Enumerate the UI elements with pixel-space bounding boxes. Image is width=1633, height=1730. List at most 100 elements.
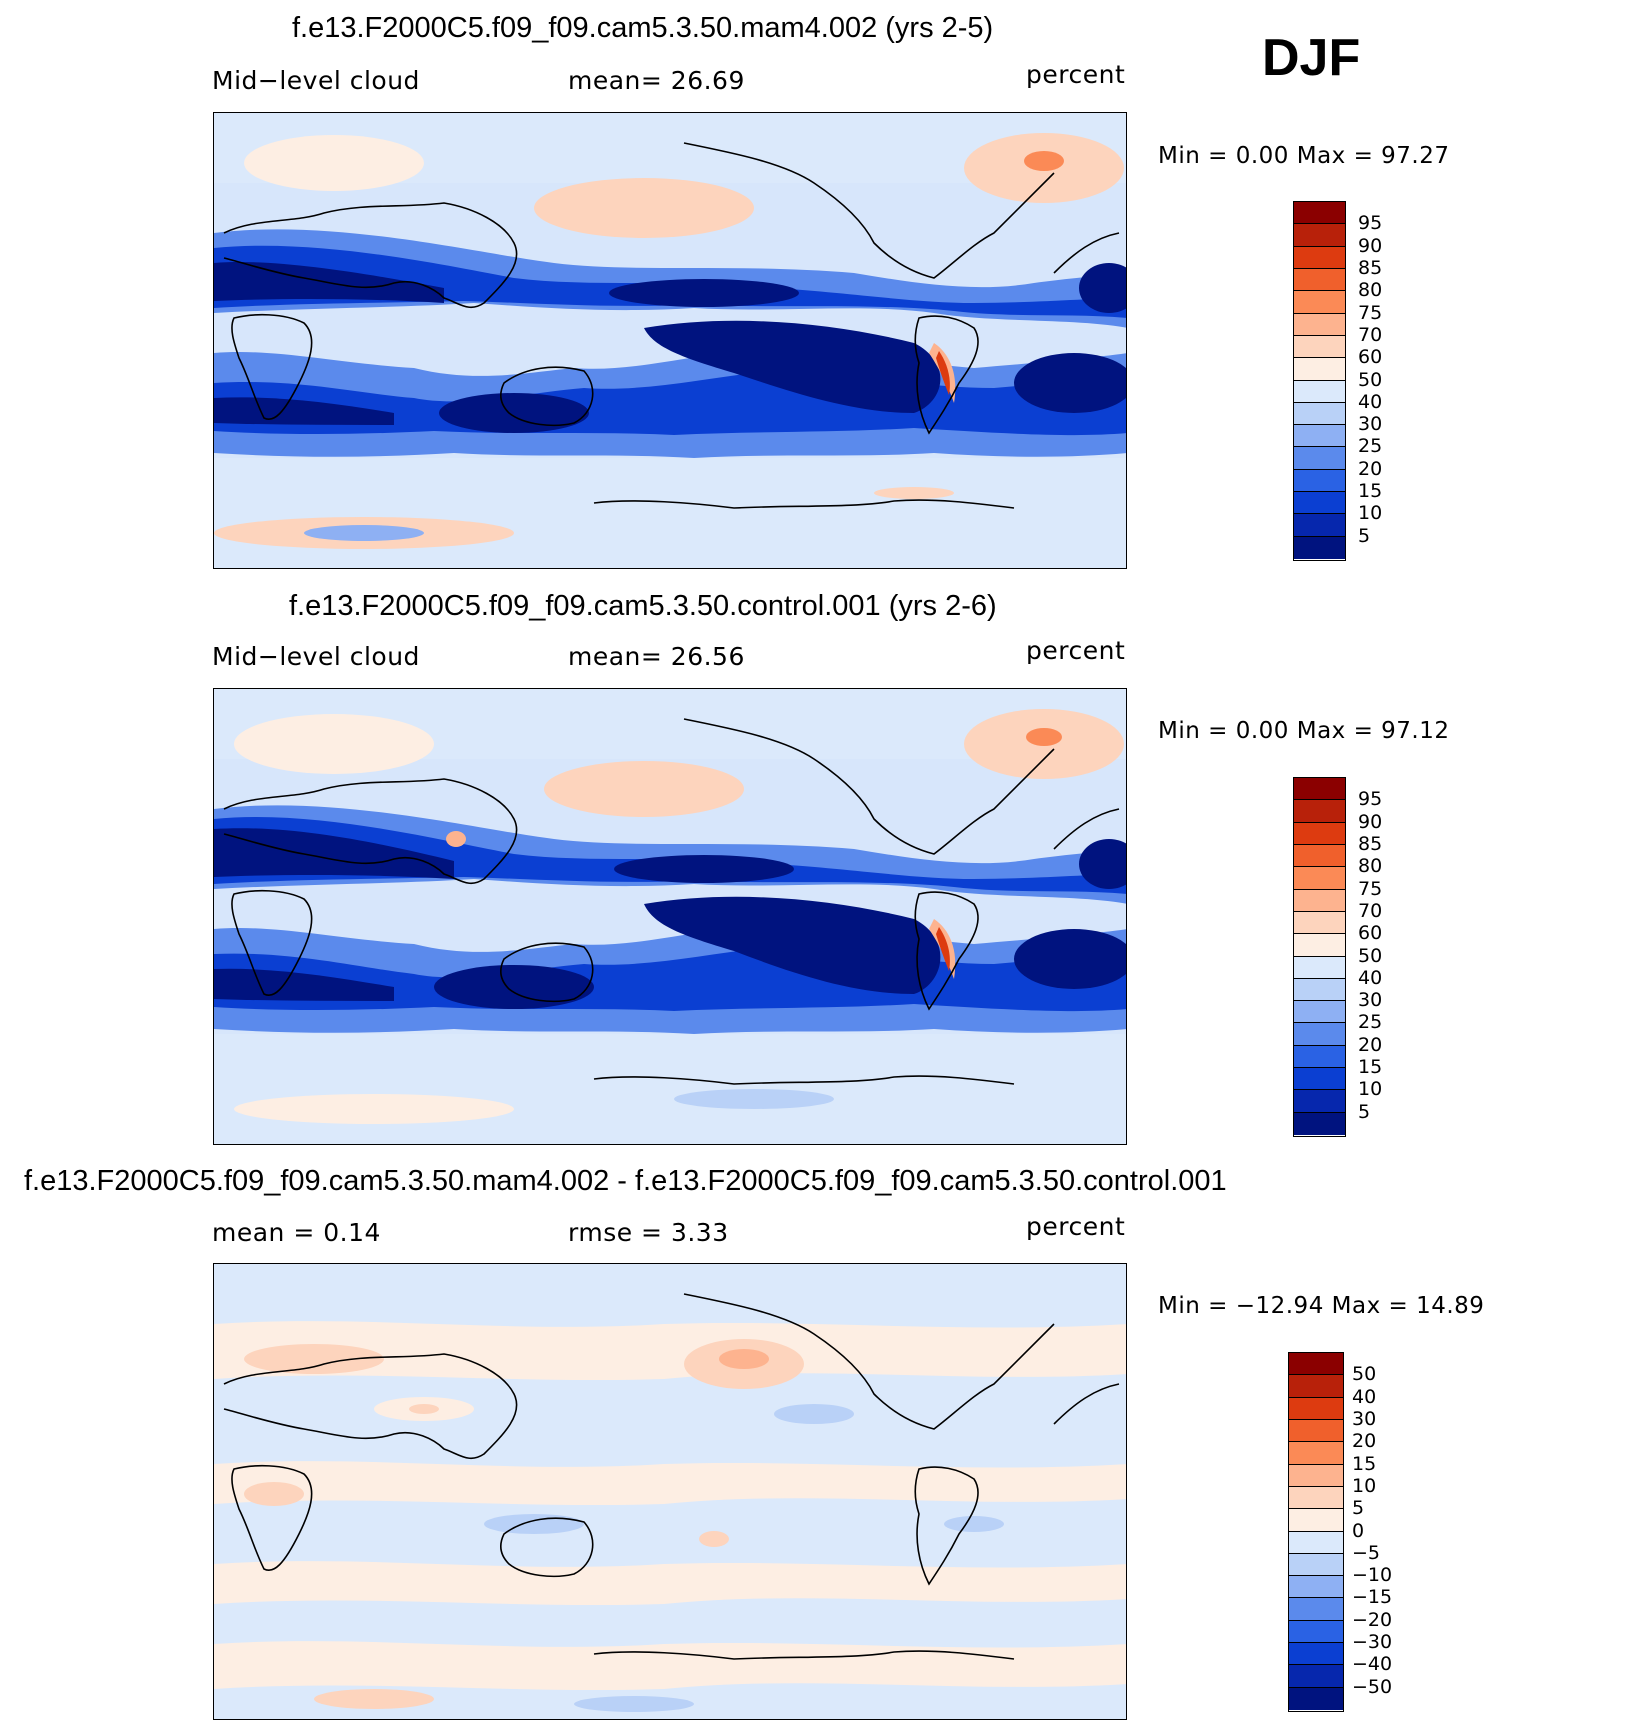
colorbar-swatch xyxy=(1294,867,1345,890)
colorbar-swatch xyxy=(1294,224,1345,247)
colorbar-swatch xyxy=(1289,1687,1343,1710)
colorbar-tick-label: 80 xyxy=(1358,855,1383,878)
panel3-difference-map xyxy=(213,1263,1127,1720)
panel3-rmse-label: rmse = 3.33 xyxy=(568,1218,729,1247)
colorbar-tick-label: 15 xyxy=(1352,1452,1377,1475)
colorbar-swatch xyxy=(1289,1353,1343,1376)
colorbar-swatch xyxy=(1294,380,1345,403)
season-label: DJF xyxy=(1262,29,1361,87)
panel1-colorbar xyxy=(1293,201,1346,561)
panel3-mean-label: mean = 0.14 xyxy=(212,1218,381,1247)
colorbar-swatch xyxy=(1294,402,1345,426)
colorbar-swatch xyxy=(1294,934,1345,957)
colorbar-swatch xyxy=(1289,1531,1343,1554)
panel1-minmax: Min = 0.00 Max = 97.27 xyxy=(1158,143,1450,169)
panel2-cloud-map xyxy=(213,688,1127,1145)
colorbar-swatch xyxy=(1294,246,1345,269)
colorbar-tick-label: 20 xyxy=(1352,1430,1377,1453)
colorbar-swatch xyxy=(1294,778,1345,801)
colorbar-swatch xyxy=(1289,1464,1343,1487)
panel3-colorbar-labels: 50 40 30 20 15 10 5 0 −5 −10 −15 −20 −30 −40 −50 xyxy=(1352,1352,1422,1712)
colorbar-swatch xyxy=(1294,202,1345,225)
colorbar-tick-label: 95 xyxy=(1358,212,1383,235)
colorbar-swatch xyxy=(1294,1068,1345,1091)
colorbar-tick-label: 30 xyxy=(1358,413,1383,436)
colorbar-swatch xyxy=(1294,911,1345,935)
colorbar-swatch xyxy=(1289,1598,1343,1621)
colorbar-tick-label: −20 xyxy=(1352,1608,1393,1631)
colorbar-tick-label: −50 xyxy=(1352,1675,1393,1698)
colorbar-swatch xyxy=(1294,1090,1345,1113)
colorbar-tick-label: 25 xyxy=(1358,435,1383,458)
colorbar-tick-label: 60 xyxy=(1358,922,1383,945)
panel1-units-label: percent xyxy=(1026,60,1126,89)
colorbar-swatch xyxy=(1294,1001,1345,1024)
colorbar-swatch xyxy=(1294,844,1345,868)
colorbar-swatch xyxy=(1294,1045,1345,1069)
panel1-colorbar-labels: 95 90 85 80 75 70 60 50 40 30 25 20 15 10 5 xyxy=(1358,201,1418,561)
colorbar-tick-label: 70 xyxy=(1358,323,1383,346)
colorbar-tick-label: 50 xyxy=(1358,944,1383,967)
colorbar-swatch xyxy=(1289,1576,1343,1599)
colorbar-tick-label: 10 xyxy=(1352,1474,1377,1497)
panel2-colorbar-labels: 95 90 85 80 75 70 60 50 40 30 25 20 15 10 5 xyxy=(1358,777,1418,1137)
colorbar-tick-label: 40 xyxy=(1358,966,1383,989)
colorbar-tick-label: −40 xyxy=(1352,1653,1393,1676)
colorbar-swatch xyxy=(1289,1375,1343,1398)
panel2-mean-label: mean= 26.56 xyxy=(568,642,745,671)
panel2-units-label: percent xyxy=(1026,636,1126,665)
colorbar-swatch xyxy=(1294,469,1345,493)
colorbar-swatch xyxy=(1289,1665,1343,1688)
colorbar-tick-label: 5 xyxy=(1352,1497,1365,1520)
colorbar-swatch xyxy=(1294,425,1345,448)
colorbar-swatch xyxy=(1294,978,1345,1002)
colorbar-tick-label: 25 xyxy=(1358,1011,1383,1034)
colorbar-tick-label: 90 xyxy=(1358,810,1383,833)
colorbar-tick-label: 0 xyxy=(1352,1519,1365,1542)
colorbar-tick-label: 5 xyxy=(1358,1100,1371,1123)
colorbar-tick-label: 20 xyxy=(1358,457,1383,480)
colorbar-tick-label: 50 xyxy=(1352,1363,1377,1386)
colorbar-tick-label: 10 xyxy=(1358,1078,1383,1101)
colorbar-swatch xyxy=(1294,956,1345,979)
panel3-units-label: percent xyxy=(1026,1212,1126,1241)
colorbar-swatch xyxy=(1289,1553,1343,1577)
colorbar-swatch xyxy=(1294,291,1345,314)
colorbar-swatch xyxy=(1294,335,1345,359)
panel2-minmax: Min = 0.00 Max = 97.12 xyxy=(1158,718,1450,744)
panel2-colorbar xyxy=(1293,777,1346,1137)
colorbar-swatch xyxy=(1289,1419,1343,1443)
colorbar-swatch xyxy=(1294,1023,1345,1046)
colorbar-swatch xyxy=(1289,1643,1343,1666)
colorbar-tick-label: −30 xyxy=(1352,1631,1393,1654)
colorbar-swatch xyxy=(1294,268,1345,292)
colorbar-swatch xyxy=(1294,822,1345,845)
colorbar-tick-label: 30 xyxy=(1352,1407,1377,1430)
colorbar-swatch xyxy=(1294,889,1345,912)
colorbar-tick-label: 50 xyxy=(1358,368,1383,391)
panel2-title: f.e13.F2000C5.f09_f09.cam5.3.50.control.… xyxy=(289,590,997,622)
colorbar-swatch xyxy=(1294,447,1345,470)
panel1-variable-label: Mid−level cloud xyxy=(212,66,420,95)
colorbar-tick-label: 90 xyxy=(1358,234,1383,257)
colorbar-swatch xyxy=(1289,1442,1343,1465)
panel1-cloud-map xyxy=(213,112,1127,569)
colorbar-tick-label: −15 xyxy=(1352,1586,1393,1609)
colorbar-tick-label: 30 xyxy=(1358,989,1383,1012)
colorbar-swatch xyxy=(1289,1397,1343,1420)
panel3-title: f.e13.F2000C5.f09_f09.cam5.3.50.mam4.002… xyxy=(24,1165,1227,1197)
colorbar-tick-label: 40 xyxy=(1358,390,1383,413)
colorbar-tick-label: 75 xyxy=(1358,301,1383,324)
colorbar-swatch xyxy=(1294,1112,1345,1135)
colorbar-swatch xyxy=(1294,514,1345,537)
colorbar-tick-label: 15 xyxy=(1358,480,1383,503)
panel1-title: f.e13.F2000C5.f09_f09.cam5.3.50.mam4.002… xyxy=(292,12,994,44)
colorbar-swatch xyxy=(1289,1486,1343,1510)
colorbar-swatch xyxy=(1294,358,1345,381)
panel1-mean-label: mean= 26.69 xyxy=(568,66,745,95)
colorbar-swatch xyxy=(1294,492,1345,515)
colorbar-swatch xyxy=(1294,800,1345,823)
panel2-variable-label: Mid−level cloud xyxy=(212,642,420,671)
colorbar-tick-label: 80 xyxy=(1358,279,1383,302)
colorbar-tick-label: 10 xyxy=(1358,502,1383,525)
